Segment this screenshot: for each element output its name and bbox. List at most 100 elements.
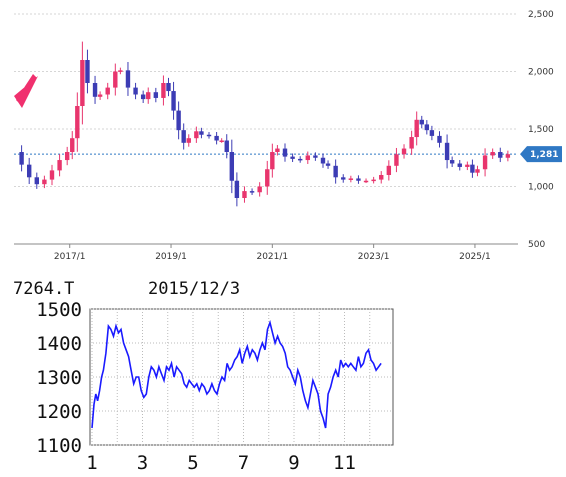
y-tick-label: 1100 bbox=[36, 435, 82, 457]
candle-body bbox=[171, 91, 176, 111]
candle-body bbox=[275, 148, 280, 152]
x-tick-label: 2019/1 bbox=[155, 252, 187, 262]
candle-body bbox=[409, 137, 414, 149]
value-axis: 1500 1400 1300 1200 1100 bbox=[36, 299, 82, 457]
candle-body bbox=[482, 155, 488, 170]
price-line bbox=[91, 319, 382, 429]
y-tick-label: 2,500 bbox=[528, 10, 554, 20]
candle-body bbox=[80, 60, 85, 106]
candle-body bbox=[297, 158, 303, 161]
candle-body bbox=[219, 140, 224, 142]
candle-body bbox=[133, 87, 138, 95]
x-tick-label: 11 bbox=[333, 452, 356, 474]
candle-body bbox=[270, 152, 275, 170]
candle-body bbox=[92, 83, 98, 97]
price-axis: 2,500 2,000 1,500 1,000 500 bbox=[528, 10, 554, 250]
candle-body bbox=[371, 179, 376, 182]
candle-body bbox=[498, 152, 503, 158]
candle-body bbox=[249, 191, 255, 193]
candle-body bbox=[64, 152, 70, 161]
candlestick-chart: 2,500 2,000 1,500 1,000 500 2017/1 2019/1 2021… bbox=[14, 10, 562, 262]
candle-body bbox=[166, 83, 171, 92]
x-tick-label: 5 bbox=[187, 452, 198, 474]
x-tick-label: 2017/1 bbox=[54, 252, 86, 262]
candle-body bbox=[206, 134, 212, 137]
candle-body bbox=[320, 157, 326, 164]
x-tick-label: 3 bbox=[137, 452, 148, 474]
candle-body bbox=[265, 169, 270, 187]
candle-body bbox=[186, 138, 191, 143]
candle-body bbox=[105, 87, 110, 95]
candle-body bbox=[379, 175, 384, 180]
candle-body bbox=[401, 148, 407, 155]
candle-body bbox=[386, 165, 392, 175]
current-price-badge bbox=[520, 146, 562, 163]
candle-body bbox=[465, 164, 470, 167]
candlestick-series bbox=[19, 41, 511, 207]
candle-body bbox=[140, 94, 146, 100]
y-tick-label: 500 bbox=[528, 240, 545, 250]
y-tick-label: 1300 bbox=[36, 367, 82, 389]
x-tick-label: 2025/1 bbox=[459, 252, 491, 262]
ticker-label: 7264.T bbox=[13, 279, 74, 299]
candle-body bbox=[282, 148, 288, 157]
arrow-icon bbox=[14, 74, 38, 108]
candle-body bbox=[229, 152, 235, 181]
current-price-marker: 1,281 bbox=[520, 146, 562, 163]
y-tick-label: 1400 bbox=[36, 333, 82, 355]
candle-body bbox=[49, 170, 55, 180]
x-tick-label: 7 bbox=[238, 452, 249, 474]
candle-body bbox=[444, 142, 450, 161]
candle-body bbox=[490, 152, 495, 156]
candle-body bbox=[153, 92, 159, 98]
x-tick-label: 2021/1 bbox=[256, 252, 288, 262]
candle-body bbox=[470, 164, 475, 173]
candle-body bbox=[419, 119, 424, 125]
candle-body bbox=[118, 70, 123, 72]
candle-body bbox=[363, 180, 369, 183]
x-tick-label: 1 bbox=[86, 452, 97, 474]
candle-body bbox=[224, 140, 229, 152]
candle-body bbox=[356, 178, 361, 181]
candle-body bbox=[234, 180, 240, 198]
candle-body bbox=[161, 83, 166, 98]
candle-body bbox=[429, 130, 435, 136]
candle-body bbox=[457, 163, 462, 167]
candle-body bbox=[325, 163, 331, 166]
candle-body bbox=[57, 160, 62, 171]
candle-body bbox=[125, 70, 131, 88]
candle-body bbox=[214, 135, 219, 141]
candle-body bbox=[75, 106, 80, 139]
candle-body bbox=[42, 179, 47, 185]
month-axis: 1 3 5 7 9 11 bbox=[86, 452, 356, 474]
candle-body bbox=[341, 177, 346, 180]
y-tick-label: 1500 bbox=[36, 299, 82, 321]
y-tick-label: 2,000 bbox=[528, 68, 554, 78]
candle-body bbox=[333, 165, 338, 178]
candle-body bbox=[475, 169, 480, 173]
candle-body bbox=[313, 155, 318, 158]
candle-body bbox=[414, 119, 419, 138]
candle-body bbox=[505, 154, 511, 158]
candle-body bbox=[194, 131, 199, 139]
candle-body bbox=[348, 178, 354, 180]
candle-body bbox=[242, 191, 247, 198]
candle-body bbox=[257, 186, 262, 193]
candle-body bbox=[305, 155, 310, 161]
date-axis: 2017/1 2019/1 2021/1 2023/1 2025/1 bbox=[54, 244, 491, 262]
candle-body bbox=[113, 71, 118, 88]
current-price-label: 1,281 bbox=[530, 150, 558, 160]
candle-body bbox=[449, 160, 455, 164]
candle-body bbox=[181, 130, 186, 143]
date-label: 2015/12/3 bbox=[148, 279, 240, 299]
price-grid bbox=[14, 13, 518, 245]
candle-body bbox=[176, 110, 181, 131]
x-tick-label: 2023/1 bbox=[358, 252, 390, 262]
candle-body bbox=[34, 177, 39, 185]
y-tick-label: 1,500 bbox=[528, 125, 554, 135]
candle-body bbox=[19, 152, 24, 165]
candle-body bbox=[437, 135, 442, 143]
line-chart: 7264.T 2015/12/3 1500 1400 1300 1200 1100 1 3… bbox=[13, 279, 394, 474]
candle-body bbox=[97, 94, 103, 97]
candle-body bbox=[290, 156, 295, 159]
